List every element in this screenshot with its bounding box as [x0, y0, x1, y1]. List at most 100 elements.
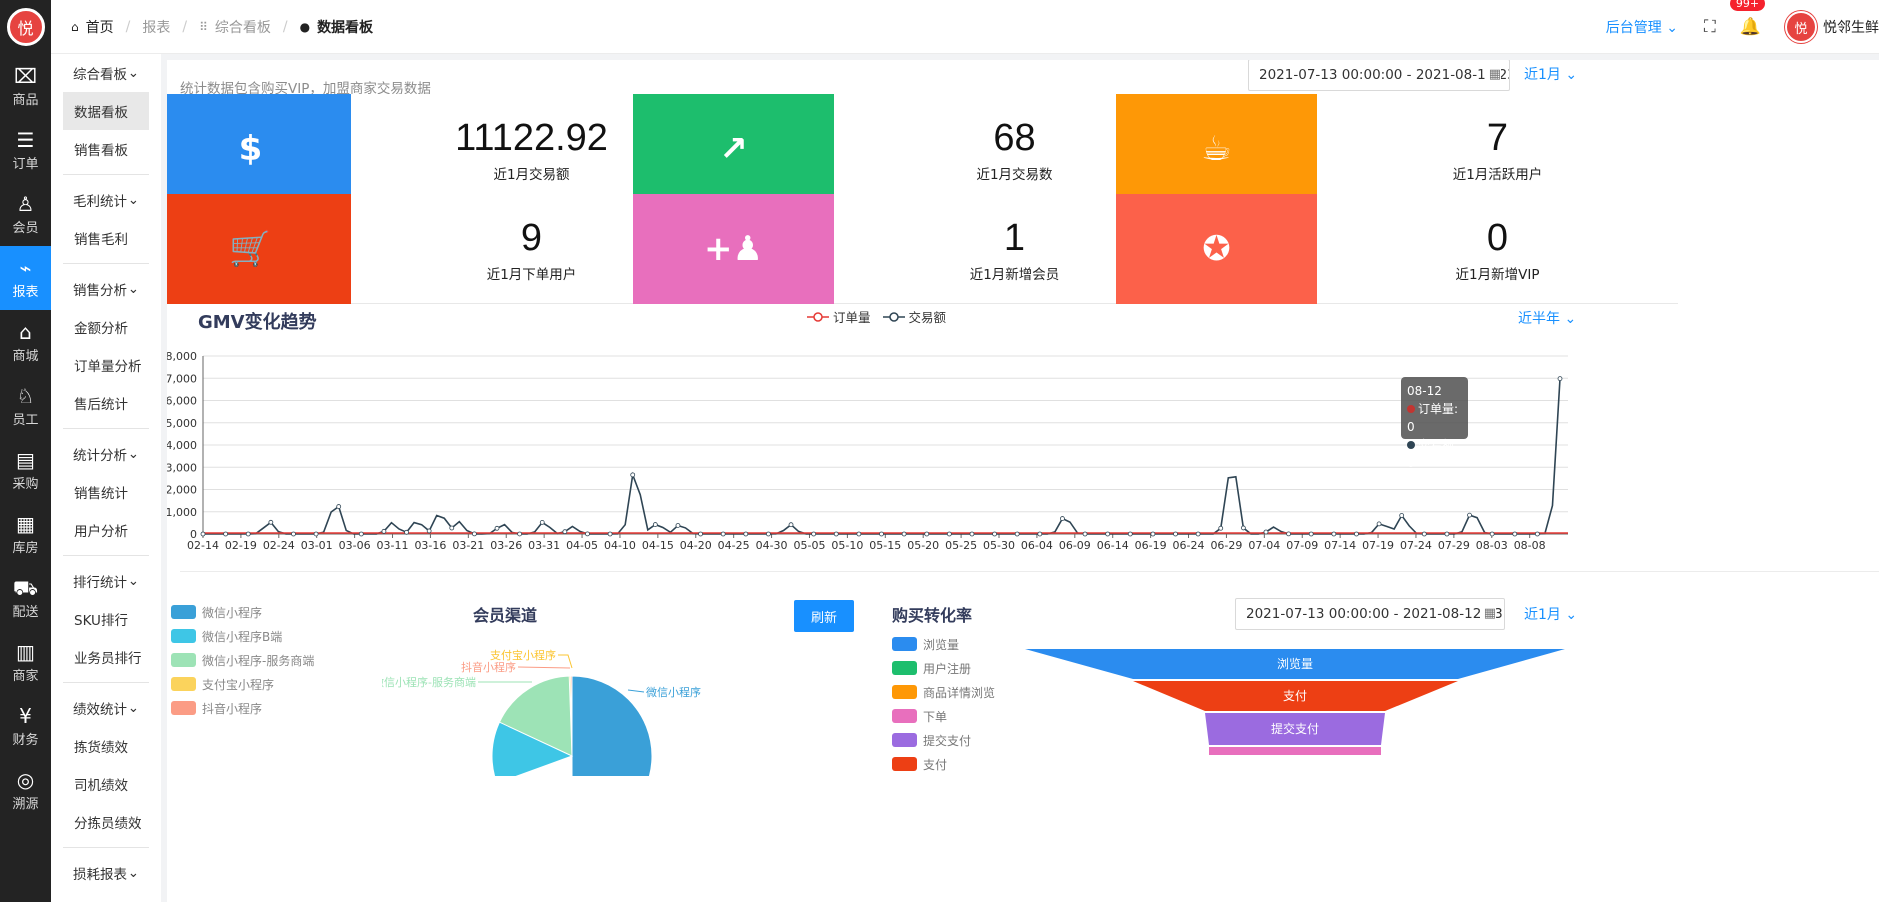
- legend-item[interactable]: 支付宝小程序: [171, 672, 314, 696]
- menu-item[interactable]: 销售毛利: [74, 232, 128, 248]
- rail-item-3[interactable]: ⌁ 报表: [0, 246, 51, 310]
- avatar[interactable]: 悦: [1785, 11, 1817, 43]
- legend-item[interactable]: 抖音小程序: [171, 696, 314, 720]
- rail-item-label: 报表: [12, 284, 39, 300]
- funnel-date-range-picker[interactable]: 2021-07-13 00:00:00 - 2021-08-12 23:59:5…: [1235, 598, 1505, 630]
- date-range-picker[interactable]: 2021-07-13 00:00:00 - 2021-08-12 23:59:5…: [1248, 60, 1510, 91]
- menu-item[interactable]: 分拣员绩效: [74, 816, 142, 832]
- series-amount-point: [1286, 531, 1291, 537]
- rail-item-1[interactable]: ☰ 订单: [0, 118, 51, 182]
- breadcrumb-home[interactable]: ⌂ 首页: [71, 17, 114, 37]
- x-tick-label: 08-03: [1476, 539, 1508, 550]
- series-amount-point: [675, 523, 681, 528]
- legend-item[interactable]: 下单: [892, 704, 995, 728]
- store-icon: ▥: [16, 639, 35, 664]
- menu-group-header[interactable]: 综合看板 ⌄: [63, 54, 149, 92]
- stat-value: 68: [993, 116, 1036, 159]
- admin-dropdown[interactable]: 后台管理 ⌄: [1606, 17, 1678, 37]
- menu-item[interactable]: 数据看板: [63, 92, 149, 130]
- series-amount-point: [901, 531, 907, 537]
- legend-label: 微信小程序-服务商端: [202, 653, 315, 668]
- series-amount-point: [1534, 531, 1540, 537]
- menu-group-header[interactable]: 统计分析 ⌄: [63, 435, 149, 473]
- menu-item[interactable]: 订单量分析: [74, 359, 142, 375]
- menu-group: 损耗报表 ⌄: [51, 854, 161, 892]
- breadcrumb-report[interactable]: 报表: [142, 17, 170, 37]
- user-name[interactable]: 悦邻生鲜: [1823, 20, 1879, 36]
- series-amount-line: [203, 378, 1561, 535]
- menu-group-header[interactable]: 销售分析 ⌄: [63, 270, 149, 308]
- legend-amount[interactable]: 交易额: [882, 307, 946, 326]
- funnel-period-select[interactable]: 近1月 ⌄: [1524, 607, 1578, 623]
- menu-item[interactable]: 拣货绩效: [74, 740, 128, 756]
- legend-item[interactable]: 提交支付: [892, 728, 995, 752]
- rail-item-11[interactable]: ◎ 溯源: [0, 758, 51, 822]
- series-amount-point: [1037, 531, 1043, 537]
- legend-item[interactable]: 微信小程序B端: [171, 624, 314, 648]
- funnel-label: 提交支付: [1271, 721, 1319, 736]
- chevron-down-icon: ⌄: [1666, 20, 1678, 36]
- legend-swatch: [171, 701, 196, 715]
- breadcrumb-current-label: 数据看板: [317, 19, 374, 36]
- refresh-button[interactable]: 刷新: [794, 600, 854, 632]
- legend-item[interactable]: 浏览量: [892, 632, 995, 656]
- menu-item[interactable]: 销售看板: [74, 143, 128, 159]
- x-tick-label: 07-24: [1400, 539, 1432, 550]
- chevron-down-icon: ⌄: [127, 865, 139, 881]
- series-amount-point: [471, 531, 477, 537]
- menu-group-header[interactable]: 绩效统计 ⌄: [63, 689, 149, 727]
- rail-item-9[interactable]: ▥ 商家: [0, 630, 51, 694]
- rail-item-2[interactable]: ♙ 会员: [0, 182, 51, 246]
- rail-item-4[interactable]: ⌂ 商城: [0, 310, 51, 374]
- period-select[interactable]: 近1月 ⌄: [1524, 67, 1578, 83]
- breadcrumb-dashboard[interactable]: ⠿ 综合看板: [199, 17, 271, 37]
- legend-item[interactable]: 微信小程序: [171, 600, 314, 624]
- breadcrumb-separator: /: [282, 18, 288, 35]
- stat-icon-box: 🛒: [167, 194, 351, 304]
- legend-label: 微信小程序: [202, 605, 263, 620]
- legend-swatch: [171, 605, 196, 619]
- legend-item[interactable]: 用户注册: [892, 656, 995, 680]
- menu-item[interactable]: 金额分析: [74, 321, 128, 337]
- rail-item-0[interactable]: ⌧ 商品: [0, 54, 51, 118]
- series-amount-point: [720, 531, 726, 537]
- rail-item-label: 库房: [12, 540, 39, 556]
- series-amount-point: [1195, 531, 1201, 537]
- legend-swatch: [892, 637, 917, 651]
- menu-item[interactable]: SKU排行: [74, 613, 128, 629]
- yen-icon: ¥: [19, 703, 32, 728]
- menu-item[interactable]: 售后统计: [74, 397, 128, 413]
- menu-item[interactable]: 销售统计: [74, 486, 128, 502]
- menu-group-header[interactable]: 排行统计 ⌄: [63, 562, 149, 600]
- menu-group-header[interactable]: 损耗报表 ⌄: [63, 854, 149, 892]
- rail-item-7[interactable]: ▦ 库房: [0, 502, 51, 566]
- menu-item[interactable]: 用户分析: [74, 524, 128, 540]
- series-amount-point: [1489, 531, 1495, 537]
- bell-icon[interactable]: 🔔 99+: [1729, 0, 1766, 37]
- gmv-period-select[interactable]: 近半年 ⌄: [1518, 311, 1577, 327]
- menu-group: 销售分析 ⌄ 金额分析订单量分析售后统计: [51, 270, 161, 422]
- legend-item[interactable]: 支付: [892, 752, 995, 776]
- legend-orders[interactable]: 订单量: [807, 307, 871, 326]
- series-amount-point: [1376, 521, 1382, 527]
- y-tick-label: 7,000: [167, 372, 197, 385]
- rail-item-5[interactable]: ♘ 员工: [0, 374, 51, 438]
- app-logo[interactable]: 悦: [0, 0, 51, 54]
- menu-group: 绩效统计 ⌄ 拣货绩效司机绩效分拣员绩效: [51, 689, 161, 841]
- fullscreen-icon[interactable]: ⛶: [1703, 17, 1716, 37]
- menu-item[interactable]: 司机绩效: [74, 778, 128, 794]
- menu-item[interactable]: 业务员排行: [74, 651, 142, 667]
- rail-item-6[interactable]: ▤ 采购: [0, 438, 51, 502]
- y-tick-label: 1,000: [167, 506, 197, 519]
- rail-item-10[interactable]: ¥ 财务: [0, 694, 51, 758]
- x-tick-label: 04-20: [680, 539, 712, 550]
- series-amount-point: [1060, 516, 1065, 521]
- series-amount-point: [1240, 525, 1246, 531]
- legend-item[interactable]: 商品详情浏览: [892, 680, 995, 704]
- legend-item[interactable]: 微信小程序-服务商端: [171, 648, 314, 672]
- x-tick-label: 05-10: [831, 539, 863, 550]
- rail-item-8[interactable]: ⛟ 配送: [0, 566, 51, 630]
- stat-icon-box: ↗: [633, 94, 834, 204]
- menu-group-header[interactable]: 毛利统计 ⌄: [63, 181, 149, 219]
